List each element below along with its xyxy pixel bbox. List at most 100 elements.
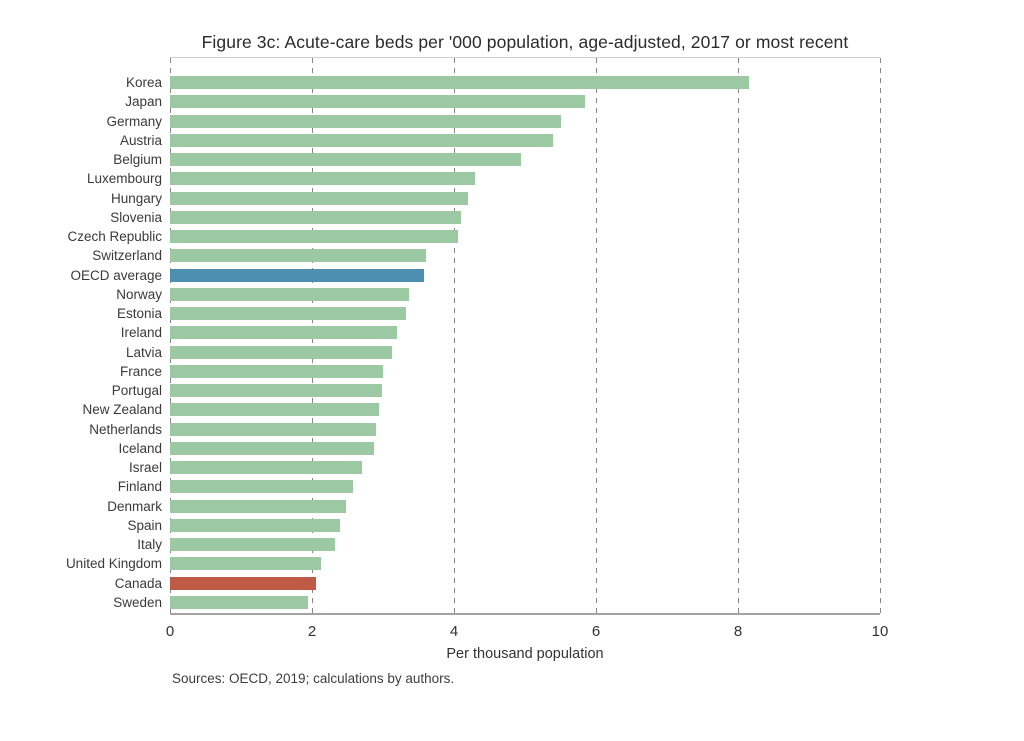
chart-row: Slovenia — [110, 208, 880, 227]
category-label: Germany — [106, 113, 162, 129]
bar-korea — [170, 76, 749, 90]
category-label: Belgium — [113, 152, 162, 168]
category-label: Canada — [114, 575, 162, 591]
bar-france — [170, 364, 383, 378]
chart-row: Japan — [125, 92, 880, 111]
chart-row: United Kingdom — [66, 554, 880, 573]
category-label: Austria — [119, 132, 162, 148]
plot-area: Korea Japan Germany Austria Belgium Luxembour… — [66, 57, 881, 615]
chart-title: Figure 3c: Acute-care beds per '000 popu… — [201, 32, 849, 52]
chart-row: Spain — [127, 516, 880, 535]
gridline-4 — [453, 58, 455, 613]
category-label: Latvia — [125, 344, 162, 360]
bar-switzerland — [170, 249, 426, 263]
chart-row: Estonia — [117, 304, 880, 323]
bar-canada — [170, 576, 316, 590]
category-label: United Kingdom — [65, 556, 162, 572]
bar-united-kingdom — [170, 557, 321, 571]
bar-luxembourg — [170, 172, 476, 186]
chart-row: Israel — [129, 458, 880, 477]
bar-czech-republic — [170, 230, 458, 244]
bar-norway — [170, 287, 410, 301]
chart-row: Finland — [118, 477, 880, 496]
category-label: Estonia — [116, 306, 162, 322]
bar-portugal — [170, 384, 382, 398]
x-tick-label: 2 — [307, 623, 317, 640]
bar-denmark — [170, 499, 347, 513]
category-label: Netherlands — [89, 421, 162, 437]
category-label: Denmark — [107, 498, 162, 514]
category-label: Norway — [116, 286, 162, 302]
bar-israel — [170, 461, 362, 475]
category-label: France — [119, 363, 162, 379]
chart-row: New Zealand — [82, 400, 880, 419]
bar-oecd-average — [170, 268, 425, 282]
chart-row: Latvia — [126, 343, 880, 362]
category-label: Sweden — [113, 594, 162, 610]
x-tick-label: 0 — [165, 623, 175, 640]
gridline-10 — [879, 58, 881, 613]
category-label: Japan — [125, 94, 162, 110]
bar-hungary — [170, 191, 469, 205]
category-label: Korea — [125, 75, 162, 91]
chart-row: Switzerland — [92, 246, 880, 265]
bar-netherlands — [170, 422, 376, 436]
category-label: Slovenia — [110, 209, 162, 225]
chart-row: Czech Republic — [67, 227, 880, 246]
source-note: Sources: OECD, 2019; calculations by aut… — [172, 671, 455, 686]
category-label: Italy — [137, 537, 162, 553]
chart-row: Norway — [116, 285, 880, 304]
bar-slovenia — [170, 210, 462, 224]
bar-germany — [170, 114, 561, 128]
gridline-8 — [737, 58, 739, 613]
category-label: Hungary — [110, 190, 162, 206]
chart-row: Italy — [137, 535, 880, 554]
chart-row: Hungary — [111, 189, 880, 208]
bar-latvia — [170, 345, 392, 359]
chart-row: Portugal — [112, 381, 880, 400]
category-label: Switzerland — [92, 248, 162, 264]
chart-row: France — [120, 362, 880, 381]
bar-iceland — [170, 441, 374, 455]
chart-row: Canada — [115, 574, 880, 593]
chart-row: Iceland — [118, 439, 880, 458]
category-label: Luxembourg — [86, 171, 162, 187]
bar-finland — [170, 480, 354, 494]
bar-rows: Korea Japan Germany Austria Belgium Luxembour… — [66, 73, 880, 612]
bar-ireland — [170, 326, 398, 340]
chart-row: Netherlands — [89, 420, 880, 439]
x-axis-label: Per thousand population — [446, 646, 604, 662]
chart-row: Austria — [120, 131, 880, 150]
category-label: Iceland — [118, 440, 162, 456]
chart-row: Luxembourg — [87, 169, 880, 188]
category-label: Israel — [128, 460, 162, 476]
x-axis-ticks: 0 2 4 6 8 10 — [166, 623, 889, 641]
category-label: Finland — [117, 479, 162, 495]
category-label: Czech Republic — [67, 229, 162, 245]
chart-row: OECD average — [70, 266, 880, 285]
chart-row: Germany — [106, 112, 880, 131]
bar-spain — [170, 518, 341, 532]
chart-row: Ireland — [121, 323, 880, 342]
category-label: Spain — [127, 517, 162, 533]
bar-japan — [170, 95, 586, 109]
bar-italy — [170, 538, 335, 552]
category-label: Ireland — [120, 325, 162, 341]
gridline-6 — [595, 58, 597, 613]
bar-belgium — [170, 153, 522, 167]
chart-row: Denmark — [107, 497, 880, 516]
chart-row: Sweden — [113, 593, 880, 612]
bar-new-zealand — [170, 403, 380, 417]
x-tick-label: 10 — [871, 623, 889, 640]
bar-estonia — [170, 307, 407, 321]
x-tick-label: 4 — [449, 623, 459, 640]
chart-row: Belgium — [113, 150, 880, 169]
category-label: OECD average — [70, 267, 162, 283]
bar-sweden — [170, 595, 309, 609]
category-label: New Zealand — [82, 402, 162, 418]
bar-austria — [170, 133, 554, 147]
category-label: Portugal — [111, 383, 162, 399]
chart-row: Korea — [126, 73, 880, 92]
x-tick-label: 8 — [733, 623, 743, 640]
